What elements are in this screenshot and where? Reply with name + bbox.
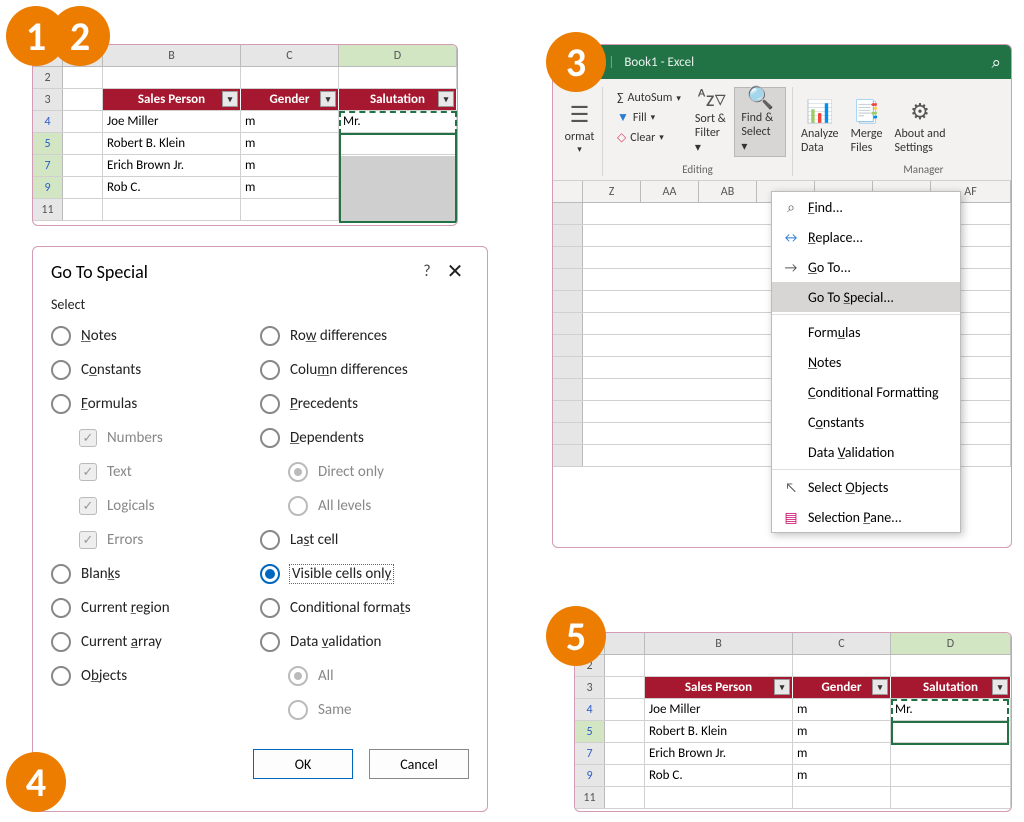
header-salutation[interactable]: Salutation▾ [339, 89, 457, 110]
search-icon[interactable]: ⌕ [991, 52, 1001, 73]
opt-direct: Direct only [260, 455, 469, 489]
about-settings-button[interactable]: ⚙About andSettings [889, 87, 952, 157]
step-badge-5: 5 [546, 606, 606, 666]
column-headers: B C D [575, 633, 1011, 655]
filter-applied-icon[interactable]: ▾ [872, 679, 888, 695]
panel-3-ribbon: ▦▾ ▾ | Book1 - Excel ⌕ ☰ormat▾ ∑AutoSum▾… [552, 44, 1012, 548]
table-row[interactable]: 7Erich Brown Jr.m [575, 743, 1011, 765]
col-D[interactable]: D [891, 633, 1011, 654]
titlebar-sep: | [608, 55, 614, 70]
step-badge-2: 2 [50, 6, 110, 66]
opt-prec[interactable]: Precedents [260, 387, 469, 421]
table-row[interactable]: 9Rob C.m [33, 177, 457, 199]
opt-text: ✓Text [51, 455, 260, 489]
table-row[interactable]: 4Joe MillermMr. [575, 699, 1011, 721]
header-sales[interactable]: Sales Person▾ [645, 677, 793, 698]
sort-filter-button[interactable]: ᴬᴢ▿Sort &Filter ▾ [689, 87, 734, 157]
fill-button[interactable]: ▼Fill▾ [617, 110, 681, 125]
opt-coldiff[interactable]: Column differences [260, 353, 469, 387]
panel-1-excel-table: B C D 2 3 Sales Person▾ Gender▾ Salutati… [32, 44, 458, 226]
ok-button[interactable]: OK [253, 749, 353, 779]
analyze-data-button[interactable]: 📊AnalyzeData [795, 87, 845, 157]
col-C[interactable]: C [793, 633, 891, 654]
opt-errors: ✓Errors [51, 523, 260, 557]
opt-logicals: ✓Logicals [51, 489, 260, 523]
step-badge-4: 4 [6, 752, 66, 812]
header-salutation[interactable]: Salutation▾ [891, 677, 1011, 698]
table-row[interactable]: 4Joe MillermMr. [33, 111, 457, 133]
opt-notes[interactable]: Notes [51, 319, 260, 353]
dialog-title: Go To Special [51, 261, 148, 283]
menu-goto[interactable]: →Go To... [772, 252, 960, 282]
opt-constants[interactable]: Constants [51, 353, 260, 387]
close-button[interactable]: ✕ [441, 259, 469, 284]
table-row[interactable]: 5Robert B. Kleinm [575, 721, 1011, 743]
menu-selpane[interactable]: ▤Selection Pane... [772, 502, 960, 532]
menu-formulas[interactable]: Formulas [772, 317, 960, 347]
select-label: Select [33, 290, 487, 313]
filter-icon[interactable]: ▾ [992, 679, 1008, 695]
col-B[interactable]: B [103, 45, 241, 66]
help-button[interactable]: ? [413, 262, 441, 281]
clear-button[interactable]: ◇Clear▾ [617, 130, 681, 145]
titlebar-text: Book1 - Excel [624, 55, 694, 70]
menu-const[interactable]: Constants [772, 407, 960, 437]
menu-datav[interactable]: Data Validation [772, 437, 960, 467]
opt-all: All [260, 659, 469, 693]
header-gender[interactable]: Gender▾ [241, 89, 339, 110]
autosum-button[interactable]: ∑AutoSum▾ [617, 91, 681, 105]
find-select-button[interactable]: 🔍Find &Select ▾ [734, 87, 786, 157]
format-button[interactable]: ☰ormat▾ [558, 87, 602, 157]
filter-icon[interactable]: ▾ [222, 91, 238, 107]
header-sales[interactable]: Sales Person▾ [103, 89, 241, 110]
col-D[interactable]: D [339, 45, 457, 66]
table-row[interactable]: 7Erich Brown Jr.m [33, 155, 457, 177]
opt-region[interactable]: Current region [51, 591, 260, 625]
opt-blanks[interactable]: Blanks [51, 557, 260, 591]
table-row[interactable]: 9Rob C.m [575, 765, 1011, 787]
opt-array[interactable]: Current array [51, 625, 260, 659]
col-C[interactable]: C [241, 45, 339, 66]
opt-dep[interactable]: Dependents [260, 421, 469, 455]
filter-icon[interactable]: ▾ [438, 91, 454, 107]
opt-objects[interactable]: Objects [51, 659, 260, 693]
menu-find[interactable]: ⌕Find... [772, 192, 960, 222]
filter-applied-icon[interactable]: ▾ [320, 91, 336, 107]
opt-formulas[interactable]: Formulas [51, 387, 260, 421]
opt-numbers: ✓Numbers [51, 421, 260, 455]
menu-cond[interactable]: Conditional Formatting [772, 377, 960, 407]
titlebar: ▦▾ ▾ | Book1 - Excel ⌕ [553, 45, 1011, 79]
group-manager: Manager [903, 157, 951, 176]
table-row[interactable]: 5Robert B. Kleinm [33, 133, 457, 155]
step-badge-3: 3 [546, 32, 606, 92]
merge-files-button[interactable]: 📑MergeFiles [845, 87, 889, 157]
menu-replace[interactable]: ↔Replace... [772, 222, 960, 252]
opt-condfmt[interactable]: Conditional formats [260, 591, 469, 625]
panel-5-excel-table: B C D 2 3 Sales Person▾ Gender▾ Salutati… [574, 632, 1012, 812]
menu-goto-special[interactable]: Go To Special... [772, 282, 960, 312]
header-gender[interactable]: Gender▾ [793, 677, 891, 698]
menu-notes[interactable]: Notes [772, 347, 960, 377]
panel-4-goto-special-dialog: Go To Special ? ✕ Select Notes Constants… [32, 246, 488, 812]
col-B[interactable]: B [645, 633, 793, 654]
filter-icon[interactable]: ▾ [774, 679, 790, 695]
cancel-button[interactable]: Cancel [369, 749, 469, 779]
opt-rowdiff[interactable]: Row differences [260, 319, 469, 353]
opt-alllev: All levels [260, 489, 469, 523]
opt-datav[interactable]: Data validation [260, 625, 469, 659]
find-select-menu: ⌕Find... ↔Replace... →Go To... Go To Spe… [771, 191, 961, 533]
menu-selobj[interactable]: ↖Select Objects [772, 472, 960, 502]
group-editing: Editing [682, 157, 713, 176]
opt-last[interactable]: Last cell [260, 523, 469, 557]
opt-visible[interactable]: Visible cells only [260, 557, 469, 591]
opt-same: Same [260, 693, 469, 727]
